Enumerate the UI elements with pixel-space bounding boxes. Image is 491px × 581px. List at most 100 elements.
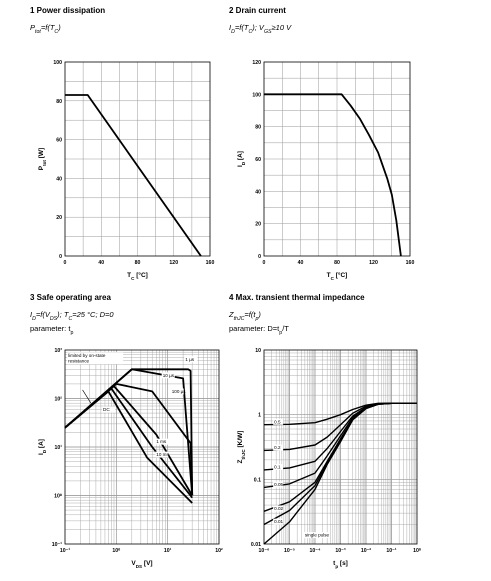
x-tick-label: 80	[334, 260, 340, 266]
annotation-bg	[155, 451, 169, 458]
x-axis-label-part: C	[131, 276, 135, 281]
annotation-bg	[102, 406, 116, 413]
chart-subtitle: ID=f(VDS); TC=25 °C; D=0	[30, 310, 114, 322]
series-label-bg	[273, 505, 284, 512]
chart-subtitle-part: =f(	[36, 310, 46, 319]
annotation-label: DC	[103, 407, 110, 412]
chart-subtitle-part: t	[253, 310, 256, 319]
x-tick-label: 40	[298, 260, 304, 266]
plot-frame	[64, 61, 211, 257]
x-axis-label-part: C	[331, 276, 335, 281]
x-axis-label-part: DS	[136, 564, 142, 569]
y-tick-label: 80	[56, 99, 62, 105]
y-tick-label: 10⁰	[54, 494, 62, 500]
chart-subtitle-part: GS	[264, 29, 272, 35]
x-axis-label-part: T	[327, 272, 331, 279]
chart-title: 2 Drain current	[229, 6, 286, 15]
x-tick-label: 10²	[215, 548, 223, 554]
x-axis-label: TC [°C]	[327, 271, 348, 281]
series-line-5	[64, 387, 193, 499]
y-tick-label: 0	[258, 254, 261, 260]
y-axis-label-part: I	[237, 165, 244, 167]
x-tick-label: 10⁻⁶	[259, 548, 271, 554]
chart-subtitle-part: C	[248, 29, 252, 35]
chart-panel-4: 4 Max. transient thermal impedanceZthJC=…	[228, 293, 421, 569]
y-axis-label-part: [W]	[38, 148, 45, 160]
y-axis-label: Ptot [W]	[38, 148, 47, 170]
chart-subtitle-part: V	[259, 23, 265, 32]
annotation-label: 100 µs	[172, 389, 187, 394]
x-axis-label: TC [°C]	[127, 271, 148, 281]
grid	[264, 62, 410, 256]
x-axis-label-part: t	[333, 560, 336, 567]
x-tick-label: 120	[169, 260, 178, 266]
x-tick-label: 10⁻²	[361, 548, 372, 554]
y-tick-label: 80	[255, 125, 261, 131]
chart-subtitle-part: T	[64, 310, 70, 319]
x-tick-label: 10⁻¹	[386, 548, 397, 554]
chart-parameter-part: D	[267, 324, 273, 333]
annotation-limited: limited by on-state	[68, 353, 106, 358]
chart-parameter-part: t	[68, 324, 71, 333]
chart-subtitle-part: thJC	[234, 316, 245, 322]
chart-subtitle-part: =f(	[41, 23, 51, 32]
chart-parameter-part: /	[282, 324, 285, 333]
chart-subtitle-part: C	[54, 29, 58, 35]
chart-subtitle-part: D	[231, 29, 235, 35]
chart-parameter-part: parameter:	[30, 324, 68, 333]
x-tick-label: 160	[406, 260, 415, 266]
y-tick-label: 0.01	[251, 542, 261, 548]
series-label: 0.1	[274, 465, 281, 470]
x-tick-label: 10¹	[164, 548, 172, 554]
x-tick-label: 10⁻⁴	[309, 548, 321, 554]
chart-subtitle-part: )	[57, 23, 61, 32]
chart-subtitle-part: p	[254, 316, 258, 322]
x-tick-label: 120	[369, 260, 378, 266]
x-axis-label-part: p	[335, 564, 338, 569]
x-tick-label: 80	[135, 260, 141, 266]
x-tick-label: 40	[98, 260, 104, 266]
annotation-bg	[170, 388, 184, 395]
annotation-label: 1 µs	[185, 357, 194, 362]
chart-subtitle-part: P	[30, 23, 35, 32]
chart-parameter: parameter: tp	[30, 324, 73, 336]
chart-subtitle-part: V	[45, 310, 51, 319]
chart-subtitle-part: C	[68, 316, 72, 322]
chart-subtitle-part: D	[32, 316, 36, 322]
y-tick-label: 100	[252, 92, 261, 98]
chart-subtitle-part: =0	[105, 310, 114, 319]
y-axis-label-part: Z	[237, 459, 244, 463]
series-label: 0.05	[274, 482, 283, 487]
chart-title: 3 Safe operating area	[30, 293, 111, 302]
chart-subtitle-part: Z	[228, 310, 234, 319]
y-tick-label: 40	[56, 176, 62, 182]
chart-subtitle: ZthJC=f(tp)	[228, 310, 261, 322]
chart-subtitle-part: T	[244, 23, 250, 32]
y-tick-label: 20	[56, 215, 62, 221]
chart-parameter-part: t	[277, 324, 280, 333]
chart-subtitle-part: DS	[50, 316, 58, 322]
series-label: 0.02	[274, 506, 283, 511]
y-axis-label: ID [A]	[237, 151, 246, 167]
y-axis-label-part: tot	[42, 160, 47, 166]
series-label: 0.5	[274, 419, 281, 424]
series-line-4	[64, 385, 193, 496]
y-axis-label: ZthJC [K/W]	[237, 431, 246, 464]
chart-subtitle-part: T	[50, 23, 56, 32]
x-tick-label: 10⁻⁵	[284, 548, 296, 554]
grid	[65, 350, 219, 544]
x-axis-label-part: V	[131, 560, 136, 567]
y-axis-label-part: [A]	[237, 151, 244, 162]
plot-frame	[64, 349, 220, 545]
y-tick-label: 10¹	[55, 445, 63, 451]
series-line-1	[65, 94, 202, 257]
chart-parameter-part: =	[273, 324, 278, 333]
y-axis-label-part: thJC	[241, 449, 246, 460]
annotation-limited-line2: resistance	[68, 359, 89, 364]
series-label-bg	[273, 444, 284, 451]
chart-subtitle-part: );	[251, 23, 259, 32]
